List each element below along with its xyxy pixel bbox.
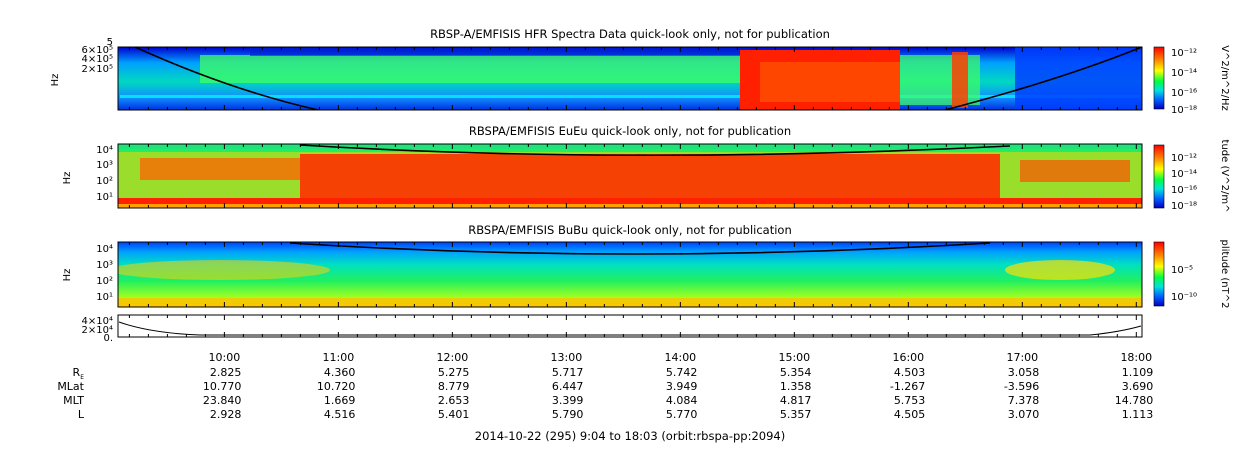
ephemeris-row-label: RE [73,366,85,381]
panel3-spectrogram [118,242,1142,307]
time-label: 10:00 [209,351,241,364]
ephemeris-value: 5.357 [780,408,812,421]
ephemeris-value: 2.653 [438,394,470,407]
panel1-spectrogram [118,47,1142,110]
panel4-ytick: 4×10⁴ [82,316,113,327]
ephemeris-value: 2.928 [210,408,242,421]
ephemeris-value: 1.109 [1122,366,1154,379]
time-label: 13:00 [551,351,583,364]
ephemeris-value: 5.717 [552,366,584,379]
ephemeris-value: 4.505 [894,408,926,421]
time-axis-ticks [128,47,1137,337]
panel3-ytick: 10³ [96,260,113,271]
panel2-cbar-tick: 10⁻¹⁸ [1171,201,1197,212]
panel1-ytick: 4×10⁵ [82,54,113,65]
panel3-cbar-tick: 10⁻⁵ [1171,265,1193,276]
ephemeris-value: 3.399 [552,394,584,407]
ephemeris-value: 8.779 [438,380,470,393]
panel2-title: RBSPA/EMFISIS EuEu quick-look only, not … [469,124,791,138]
panel1-cbar-tick: 10⁻¹⁴ [1171,68,1197,79]
panel1-ytick: 2×10⁵ [82,64,113,75]
panel3-cbar-label: plitude (nT^2 [1219,240,1230,309]
ephemeris-value: 3.058 [1008,366,1040,379]
panel2-cbar-tick: 10⁻¹² [1171,153,1197,164]
ephemeris-value: 1.669 [324,394,356,407]
ephemeris-value: 5.275 [438,366,470,379]
panel3-title: RBSPA/EMFISIS BuBu quick-look only, not … [468,223,792,237]
ephemeris-value: 4.817 [780,394,812,407]
panel4-ytick: 0. [103,333,113,344]
panel3-ylabel: Hz [62,269,73,282]
panel2-cbar-label: tude (V^2/m^ [1219,140,1230,213]
ephemeris-row-label: MLT [63,394,84,407]
panel2-ytick: 10¹ [96,192,113,203]
ephemeris-value: 23.840 [203,394,242,407]
ephemeris-value: 3.690 [1122,380,1154,393]
time-label: 17:00 [1006,351,1038,364]
ephemeris-value: -3.596 [1004,380,1039,393]
ephemeris-value: 10.720 [317,380,356,393]
ephemeris-value: 3.949 [666,380,698,393]
time-label: 11:00 [323,351,355,364]
panel2-ytick: 10³ [96,160,113,171]
ephemeris-value: 1.113 [1122,408,1154,421]
panel1-ytick-top: 5 [107,37,113,48]
ephemeris-value: 4.516 [324,408,356,421]
time-label: 12:00 [437,351,469,364]
panel4-frame [117,314,1143,338]
panel1-colorbar [1153,46,1165,110]
ephemeris-value: 6.447 [552,380,584,393]
ephemeris-value: 4.503 [894,366,926,379]
panel1-cbar-tick: 10⁻¹⁶ [1171,88,1197,99]
ephemeris-value: 7.378 [1008,394,1040,407]
ephemeris-table: RE 2.825 4.360 5.275 5.717 5.742 5.354 4.503 3.0… [57,366,1153,421]
ephemeris-value: -1.267 [890,380,925,393]
panel2-cbar-tick: 10⁻¹⁴ [1171,169,1197,180]
ephemeris-value: 5.742 [666,366,698,379]
ephemeris-value: 4.084 [666,394,698,407]
panel2-spectrogram [118,144,1142,208]
panel1-cbar-label: V^2/m^2/Hz [1219,45,1230,111]
ephemeris-row-label: MLat [57,380,84,393]
panel1-ytick: 6×10⁵ [82,45,113,56]
time-label: 18:00 [1120,351,1152,364]
ephemeris-value: 5.401 [438,408,470,421]
panel1-cbar-tick: 10⁻¹⁸ [1171,105,1197,116]
panel4-ytick: 2×10⁴ [82,325,113,336]
panel3-cbar-tick: 10⁻¹⁰ [1171,292,1197,303]
panel4-line [118,321,1142,336]
ephemeris-value: 10.770 [203,380,242,393]
ephemeris-value: 1.358 [780,380,812,393]
time-axis: 10:00 11:00 12:00 13:00 14:00 15:00 16:00 17:00… [209,351,1153,364]
time-label: 16:00 [892,351,924,364]
ephemeris-value: 4.360 [324,366,356,379]
panel2-colorbar [1153,144,1165,209]
footer-label: 2014-10-22 (295) 9:04 to 18:03 (orbit:rb… [475,429,785,443]
panel2-cbar-tick: 10⁻¹⁶ [1171,185,1197,196]
time-label: 15:00 [778,351,810,364]
panel1-cbar-tick: 10⁻¹² [1171,48,1197,59]
ephemeris-value: 5.790 [552,408,584,421]
panel1-ylabel: Hz [50,74,61,87]
time-label: 14:00 [664,351,696,364]
panel3-ytick: 10² [96,276,113,287]
panel3-ytick: 10⁴ [96,244,113,255]
ephemeris-row-label: L [78,408,85,421]
panel2-ytick: 10⁴ [96,145,113,156]
panel3-colorbar [1153,241,1165,307]
ephemeris-value: 2.825 [210,366,242,379]
panel2-ytick: 10² [96,176,113,187]
ephemeris-value: 5.354 [780,366,812,379]
ephemeris-value: 5.770 [666,408,698,421]
panel3-ytick: 10¹ [96,292,113,303]
ephemeris-value: 14.780 [1115,394,1154,407]
panel2-ylabel: Hz [62,172,73,185]
ephemeris-value: 3.070 [1008,408,1040,421]
ephemeris-value: 5.753 [894,394,926,407]
panel1-title: RBSP-A/EMFISIS HFR Spectra Data quick-lo… [430,27,830,41]
